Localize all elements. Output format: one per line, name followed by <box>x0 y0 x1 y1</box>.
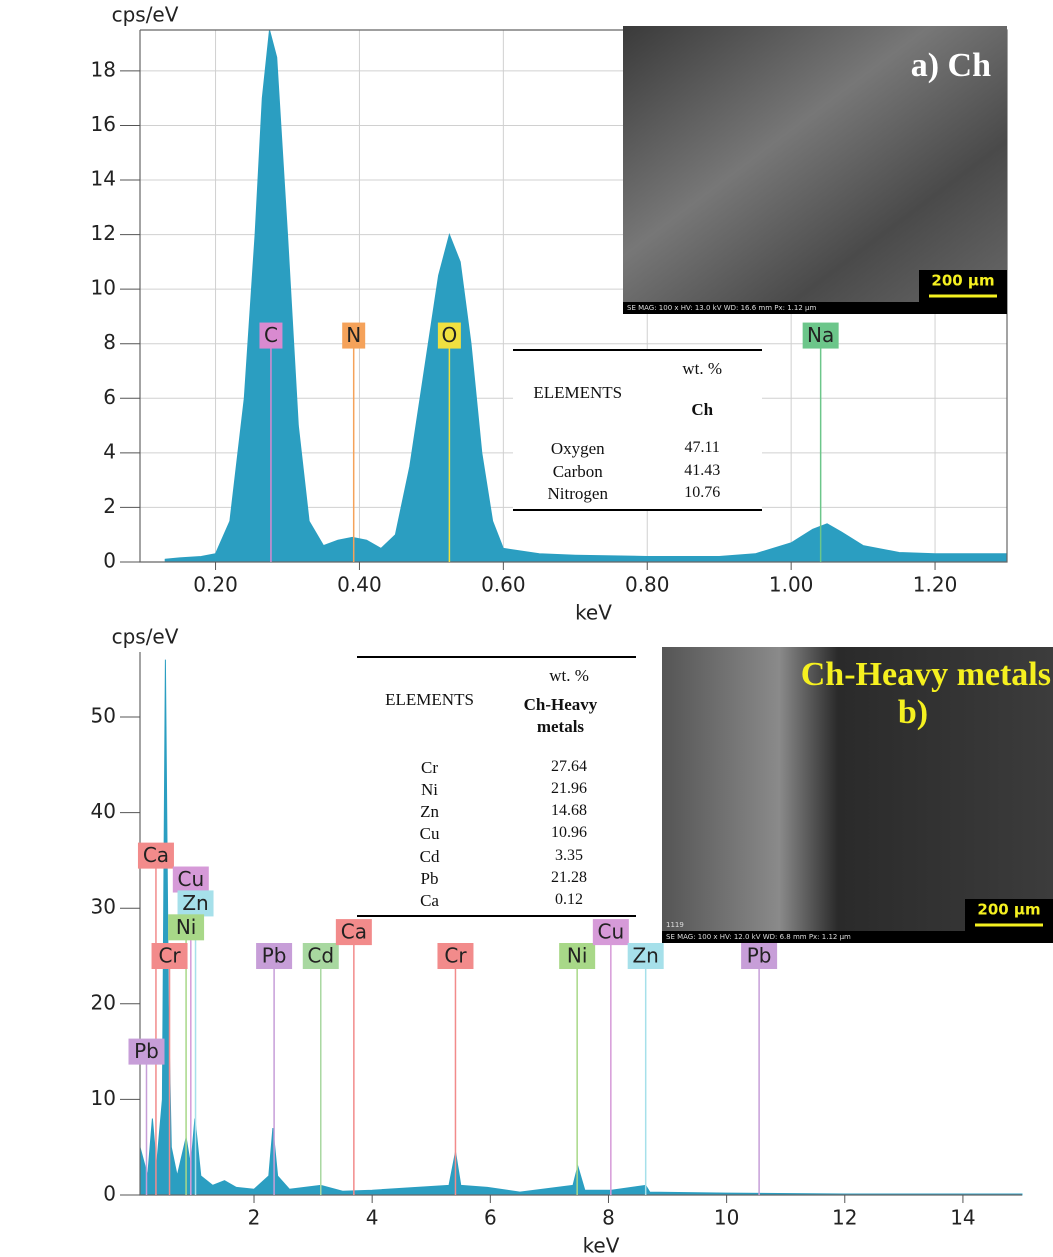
inset-title: Ch-Heavy metals <box>801 656 1051 693</box>
y-tick-label: 18 <box>91 57 116 81</box>
table-value: 10.76 <box>650 484 755 502</box>
sem-code: 1119 <box>666 921 684 929</box>
table-value: 47.11 <box>650 439 755 457</box>
element-label: Na <box>807 323 834 347</box>
element-label: Zn <box>632 944 658 968</box>
table-element: Cr <box>357 758 502 778</box>
element-label: Ni <box>176 915 197 939</box>
inset-subtitle: b) <box>898 694 928 731</box>
y-tick-label: 20 <box>91 990 116 1014</box>
table-column-label: ELEMENTS <box>513 383 642 403</box>
table-column-label: ELEMENTS <box>357 690 502 710</box>
element-label: Pb <box>262 944 287 968</box>
table-value: 21.28 <box>510 869 627 887</box>
x-tick-label: 0.20 <box>193 573 238 597</box>
table-element: Pb <box>357 869 502 889</box>
inset-title: a) Ch <box>911 47 991 84</box>
element-label: N <box>346 323 361 347</box>
scale-bar-label: 200 µm <box>931 272 994 290</box>
x-tick-label: 4 <box>366 1206 379 1230</box>
element-label: Cd <box>307 944 334 968</box>
x-axis-label: keV <box>575 601 612 625</box>
y-tick-label: 10 <box>91 276 116 300</box>
element-label: Ni <box>567 944 588 968</box>
table-element: Oxygen <box>513 439 642 459</box>
table-element: Nitrogen <box>513 484 642 504</box>
page: 0 2 4 6 8 10 12 14 16 18 0.20 0.40 0.60 0.80 1.00 1.20 c… <box>0 0 1053 1257</box>
table-element: Cu <box>357 824 502 844</box>
table-element: Cd <box>357 847 502 867</box>
element-label: Cu <box>598 920 625 944</box>
table-element: Carbon <box>513 462 642 482</box>
y-tick-label: 4 <box>103 439 116 463</box>
y-axis-label: cps/eV <box>112 625 179 649</box>
x-tick-label: 10 <box>714 1206 739 1230</box>
sem-info: SE MAG: 100 x HV: 13.0 kV WD: 16.6 mm Px… <box>627 304 816 312</box>
x-tick-label: 14 <box>950 1206 975 1230</box>
data-table: wt. % ELEMENTS Ch Oxygen 47.11 Carbon 41.43 Nit… <box>513 349 762 511</box>
table-element: Ni <box>357 780 502 800</box>
element-label: Cr <box>158 944 181 968</box>
y-tick-label: 2 <box>103 494 116 518</box>
element-label: Ca <box>341 920 367 944</box>
x-tick-label: 8 <box>602 1206 615 1230</box>
element-label: Cu <box>177 867 204 891</box>
table-unit: wt. % <box>650 359 755 379</box>
y-tick-label: 16 <box>91 112 116 136</box>
y-tick-label: 0 <box>103 1182 116 1206</box>
x-tick-label: 0.60 <box>481 573 526 597</box>
data-table: wt. % ELEMENTS Ch-Heavy metals Cr 27.64 Ni 21.… <box>357 656 636 917</box>
element-label: Ca <box>143 843 169 867</box>
element-label: O <box>442 323 458 347</box>
table-value: 27.64 <box>510 758 627 776</box>
table-value: 14.68 <box>510 802 627 820</box>
table-value: 21.96 <box>510 780 627 798</box>
element-label: Pb <box>134 1039 159 1063</box>
table-element: Zn <box>357 802 502 822</box>
x-tick-label: 12 <box>832 1206 857 1230</box>
element-label: C <box>264 323 278 347</box>
table-element: Ca <box>357 891 502 911</box>
sem-info: SE MAG: 100 x HV: 12.0 kV WD: 6.8 mm Px:… <box>666 933 851 941</box>
y-tick-label: 12 <box>91 221 116 245</box>
table-sample: Ch-Heavy metals <box>510 694 610 738</box>
element-label: Zn <box>182 891 208 915</box>
table-value: 3.35 <box>510 847 627 865</box>
x-tick-label: 1.00 <box>769 573 814 597</box>
element-label: Cr <box>444 944 467 968</box>
x-tick-label: 6 <box>484 1206 497 1230</box>
x-tick-label: 1.20 <box>913 573 958 597</box>
y-axis-label: cps/eV <box>112 3 179 27</box>
table-value: 10.96 <box>510 824 627 842</box>
y-tick-label: 50 <box>91 704 116 728</box>
element-label: Pb <box>747 944 772 968</box>
y-tick-label: 40 <box>91 799 116 823</box>
table-value: 41.43 <box>650 462 755 480</box>
y-tick-label: 6 <box>103 385 116 409</box>
figure: 0 2 4 6 8 10 12 14 16 18 0.20 0.40 0.60 0.80 1.00 1.20 c… <box>0 0 1053 1257</box>
x-axis-label: keV <box>583 1234 620 1257</box>
y-tick-label: 14 <box>91 167 116 191</box>
table-unit: wt. % <box>510 666 627 686</box>
x-tick-label: 0.80 <box>625 573 670 597</box>
table-value: 0.12 <box>510 891 627 909</box>
scale-bar-label: 200 µm <box>977 901 1040 919</box>
x-tick-label: 0.40 <box>337 573 382 597</box>
y-tick-label: 10 <box>91 1086 116 1110</box>
y-tick-label: 8 <box>103 330 116 354</box>
y-tick-label: 30 <box>91 895 116 919</box>
table-sample: Ch <box>650 399 755 421</box>
y-tick-label: 0 <box>103 549 116 573</box>
x-tick-label: 2 <box>248 1206 261 1230</box>
